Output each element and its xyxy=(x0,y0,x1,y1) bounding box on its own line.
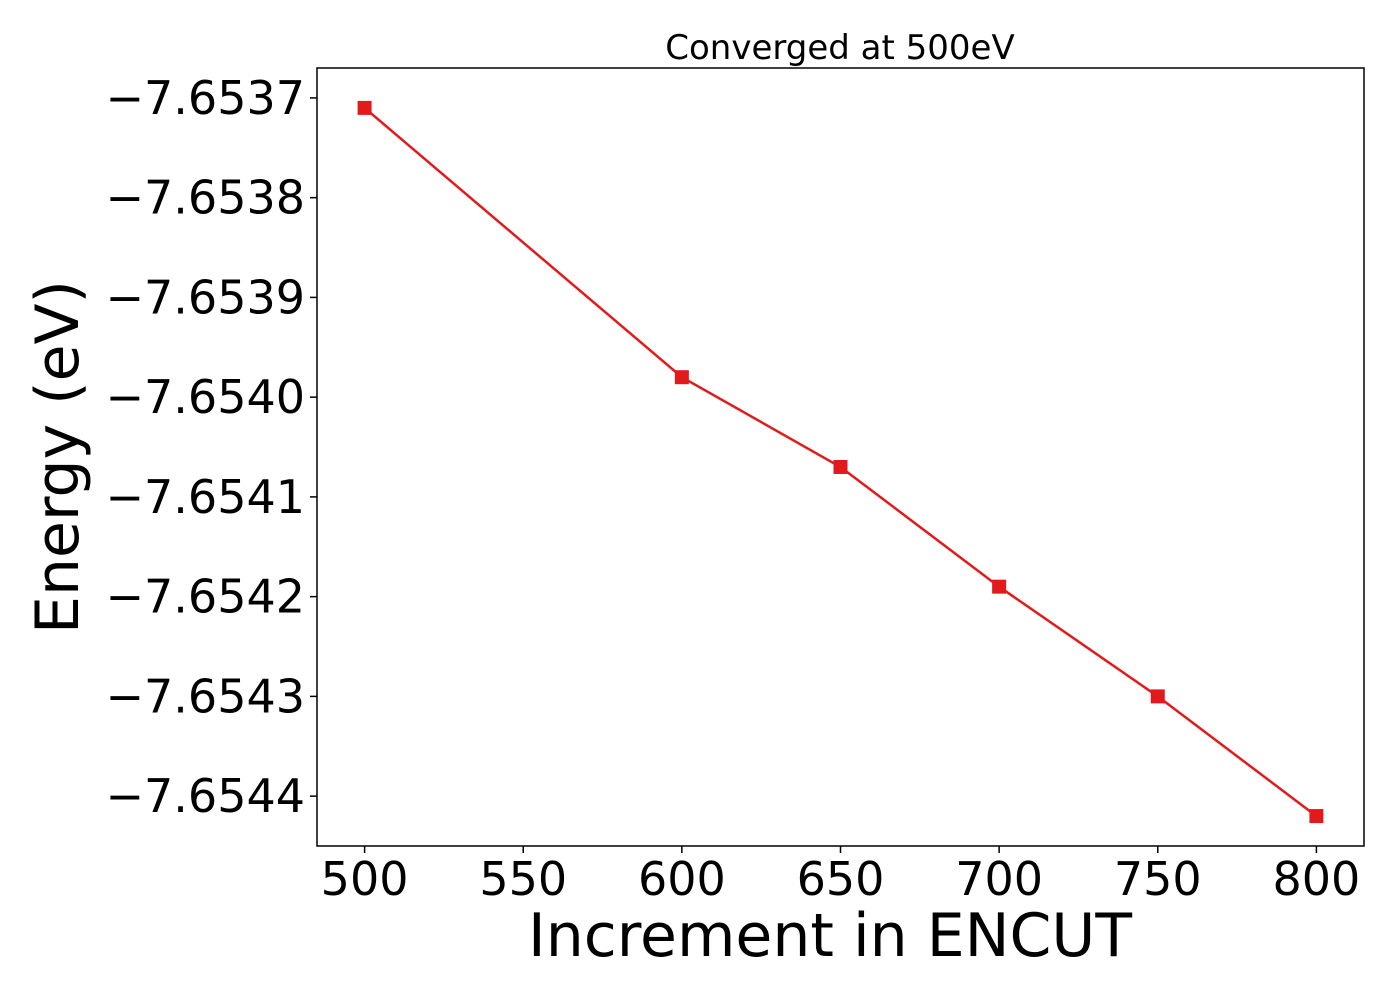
y-tick-label: −7.6537 xyxy=(106,71,306,125)
y-tick-label: −7.6542 xyxy=(106,570,306,624)
y-axis: −7.6537 −7.6538 −7.6539 −7.6540 −7.6541 −7.65… xyxy=(106,71,317,823)
x-axis-label: Increment in ENCUT xyxy=(528,901,1132,971)
x-tick-label: 550 xyxy=(479,852,567,906)
y-tick-label: −7.6544 xyxy=(106,769,306,823)
data-point-marker xyxy=(1150,689,1165,704)
x-tick-label: 500 xyxy=(321,852,409,906)
chart-title: Converged at 500eV xyxy=(665,28,1014,68)
x-tick-label: 700 xyxy=(955,852,1043,906)
y-tick-label: −7.6540 xyxy=(106,370,306,424)
x-tick-label: 600 xyxy=(638,852,726,906)
data-point-marker xyxy=(357,100,372,115)
x-axis: 500 550 600 650 700 750 800 xyxy=(321,846,1361,906)
y-tick-label: −7.6539 xyxy=(106,270,306,324)
data-point-marker xyxy=(674,370,689,385)
x-tick-label: 650 xyxy=(797,852,885,906)
y-tick-label: −7.6543 xyxy=(106,669,306,723)
data-point-marker xyxy=(833,459,848,474)
series-layer xyxy=(357,100,1324,824)
y-axis-label: Energy (eV) xyxy=(23,280,93,634)
plot-area-frame xyxy=(316,67,1365,847)
x-tick-label: 800 xyxy=(1273,852,1361,906)
series-line xyxy=(363,106,1318,818)
y-tick-label: −7.6538 xyxy=(106,171,306,225)
data-point-marker xyxy=(1309,809,1324,824)
x-tick-label: 750 xyxy=(1114,852,1202,906)
data-point-marker xyxy=(992,579,1007,594)
y-tick-label: −7.6541 xyxy=(106,470,306,524)
